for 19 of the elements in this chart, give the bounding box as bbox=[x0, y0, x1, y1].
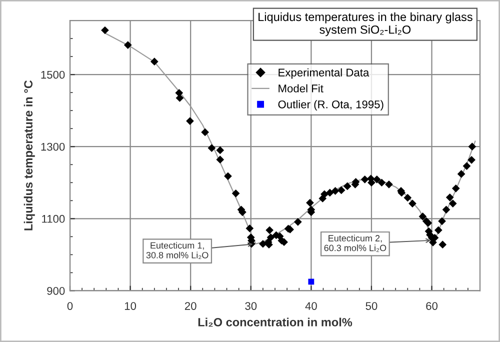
x-axis-title: Li₂O concentration in mol% bbox=[198, 318, 352, 327]
x-tick-label: 20 bbox=[184, 302, 196, 310]
chart-title: Liquidus temperatures in the binary glass system SiO₂-Li₂O bbox=[258, 12, 472, 36]
x-tick-label: 60 bbox=[426, 302, 438, 310]
legend-label: Model Fit bbox=[278, 84, 324, 92]
x-tick-label: 10 bbox=[124, 302, 136, 310]
legend-label: Outlier (R. Ota, 1995) bbox=[278, 100, 384, 111]
x-tick-label: 40 bbox=[305, 302, 317, 310]
legend-label: Experimental Data bbox=[278, 68, 370, 79]
x-tick-label: 30 bbox=[245, 302, 257, 310]
x-tick-label: 50 bbox=[366, 302, 378, 310]
annotation: Eutecticum 1, 30.8 mol% Li₂O bbox=[146, 242, 208, 260]
y-tick-label: 1100 bbox=[42, 214, 65, 223]
y-tick-label: 1500 bbox=[41, 70, 65, 79]
y-tick-label: 900 bbox=[47, 286, 65, 295]
x-tick-label: 0 bbox=[67, 302, 73, 310]
annotation: Eutecticum 2, 60.3 mol% Li₂O bbox=[324, 234, 386, 252]
y-tick-label: 1300 bbox=[41, 142, 65, 151]
y-axis-title: Liquidus temperature in °C bbox=[24, 80, 35, 230]
